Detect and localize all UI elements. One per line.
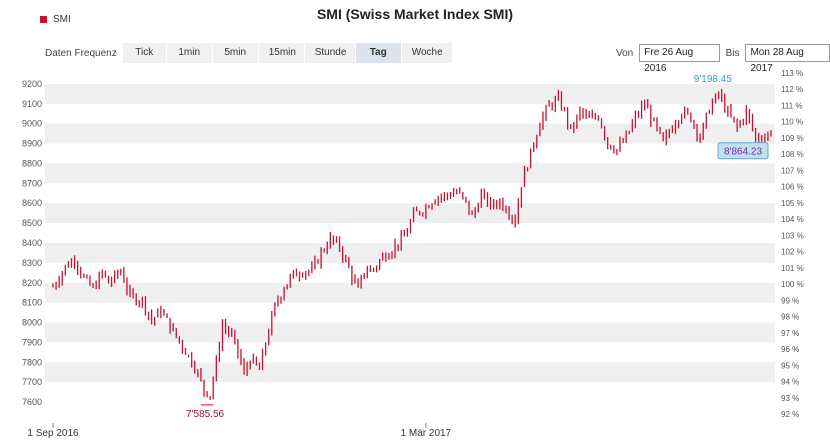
freq-button-tag[interactable]: Tag [355,43,401,63]
freq-button-stunde[interactable]: Stunde [304,43,355,63]
y2-tick-label: 101 % [781,264,804,273]
freq-button-tick[interactable]: Tick [122,43,166,63]
from-date-field[interactable]: Fre 26 Aug 2016 [639,44,720,74]
low-annotation: 7'585.56 [186,409,224,420]
y2-tick-label: 107 % [781,166,804,175]
y2-tick-label: 111 % [781,101,803,110]
y2-tick-label: 97 % [781,329,799,338]
y-tick-label: 8400 [22,238,42,248]
y2-tick-label: 100 % [781,280,804,289]
y-tick-label: 7700 [22,377,42,387]
y2-tick-label: 102 % [781,248,804,257]
grid-band [45,282,775,303]
y-tick-label: 9100 [22,99,42,109]
to-label: Bis [725,47,740,59]
freq-button-woche[interactable]: Woche [401,43,452,63]
grid-band [45,123,775,144]
grid-band [45,83,775,104]
y2-tick-label: 93 % [781,394,799,403]
high-annotation: 9'198.45 [694,74,732,85]
freq-button-5min[interactable]: 5min [212,43,258,63]
y-tick-label: 8300 [22,258,42,268]
y-tick-label: 7900 [22,337,42,347]
y-tick-label: 8800 [22,158,42,168]
y2-tick-label: 104 % [781,215,804,224]
x-tick-label: 1 Sep 2016 [27,428,79,439]
frequency-toolbar: Daten Frequenz Tick 1min 5min 15min Stun… [45,43,453,63]
grid-band [45,362,775,383]
grid-band [45,203,775,224]
from-label: Von [616,47,634,59]
y-tick-label: 8600 [22,198,42,208]
legend-swatch [40,16,47,23]
y2-tick-label: 109 % [781,134,804,143]
y-tick-label: 7600 [22,397,42,407]
y-tick-label: 8100 [22,298,42,308]
y-tick-label: 9200 [22,79,42,89]
y2-tick-label: 92 % [781,410,799,419]
grid-band [45,242,775,263]
grid-band [45,163,775,184]
frequency-label: Daten Frequenz [45,47,117,59]
y2-tick-label: 96 % [781,345,799,354]
legend-label: SMI [53,14,71,25]
freq-button-15min[interactable]: 15min [258,43,304,63]
y-tick-label: 9000 [22,119,42,129]
y2-tick-label: 113 % [781,69,803,78]
x-tick-label: 1 Mär 2017 [401,428,452,439]
last-value-box [717,142,769,160]
freq-button-1min[interactable]: 1min [166,43,212,63]
y2-tick-label: 106 % [781,183,804,192]
y2-tick-label: 95 % [781,361,799,370]
y-tick-label: 7800 [22,357,42,367]
grid-band [45,322,775,343]
y2-tick-label: 110 % [781,118,803,127]
y2-tick-label: 112 % [781,85,803,94]
y-tick-label: 8500 [22,218,42,228]
y2-tick-label: 103 % [781,231,804,240]
chart-title: SMI (Swiss Market Index SMI) [316,6,514,22]
y2-tick-label: 108 % [781,150,804,159]
last-value-label: 8'864.23 [724,147,762,158]
y2-tick-label: 98 % [781,313,799,322]
y-tick-label: 8700 [22,178,42,188]
y2-tick-label: 99 % [781,296,799,305]
y2-tick-label: 105 % [781,199,804,208]
y2-tick-label: 94 % [781,378,799,387]
legend[interactable]: SMI [40,14,71,25]
y-tick-label: 8200 [22,278,42,288]
y-tick-label: 8900 [22,139,42,149]
date-range: Von Fre 26 Aug 2016 Bis Mon 28 Aug 2017 [610,43,830,74]
y-tick-label: 8000 [22,318,42,328]
